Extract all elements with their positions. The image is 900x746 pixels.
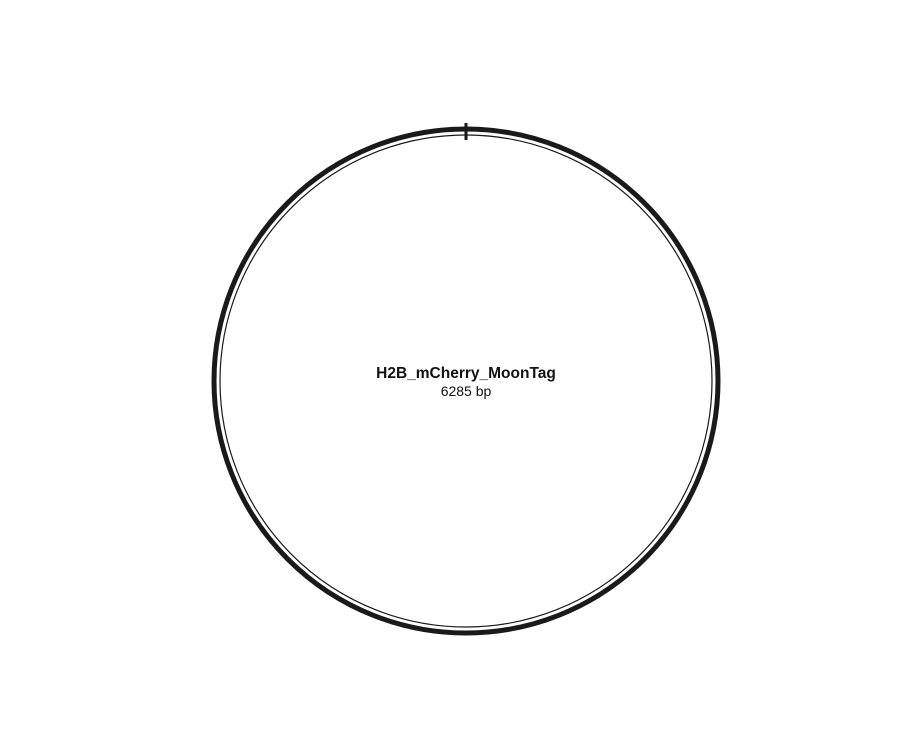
svg-text:H2B_mCherry_MoonTag: H2B_mCherry_MoonTag [376, 365, 556, 382]
svg-text:6285 bp: 6285 bp [441, 383, 492, 399]
